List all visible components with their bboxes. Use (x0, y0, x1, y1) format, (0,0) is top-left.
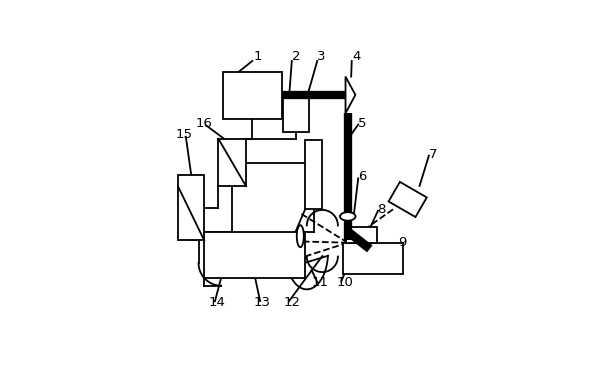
Text: 4: 4 (352, 50, 361, 63)
FancyBboxPatch shape (204, 232, 305, 278)
Text: 7: 7 (429, 148, 437, 161)
Text: 9: 9 (398, 236, 407, 249)
Text: 1: 1 (254, 50, 262, 63)
Text: 5: 5 (358, 117, 367, 130)
Polygon shape (345, 77, 356, 113)
Text: 13: 13 (254, 296, 271, 309)
FancyBboxPatch shape (305, 141, 322, 209)
Text: 8: 8 (378, 203, 386, 216)
Polygon shape (389, 182, 427, 217)
FancyBboxPatch shape (343, 243, 404, 275)
Text: 2: 2 (292, 50, 300, 63)
FancyBboxPatch shape (223, 72, 282, 119)
Text: 15: 15 (175, 128, 192, 141)
Text: 6: 6 (358, 170, 367, 184)
Text: 12: 12 (283, 296, 300, 309)
FancyBboxPatch shape (218, 139, 246, 186)
Text: 14: 14 (209, 296, 226, 309)
Text: 11: 11 (311, 276, 328, 289)
Ellipse shape (297, 225, 304, 247)
Text: 16: 16 (195, 117, 212, 130)
FancyBboxPatch shape (178, 175, 204, 240)
Text: 10: 10 (336, 276, 353, 289)
Polygon shape (347, 230, 371, 251)
Text: 3: 3 (317, 50, 326, 63)
FancyBboxPatch shape (346, 227, 376, 243)
FancyBboxPatch shape (283, 98, 309, 132)
Ellipse shape (340, 212, 356, 221)
